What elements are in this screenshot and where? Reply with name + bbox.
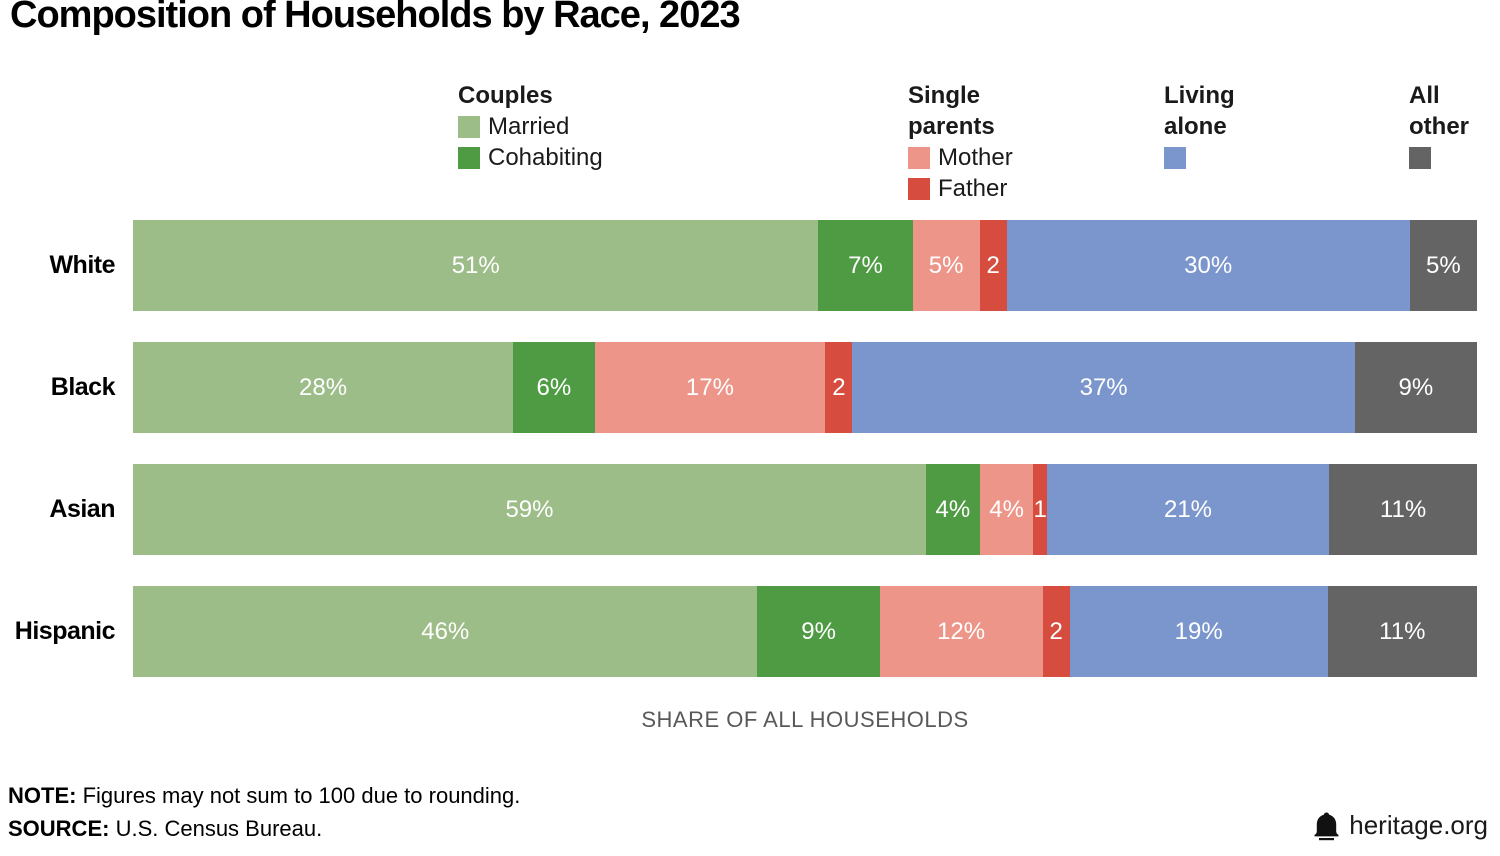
bar-black: 28% 6% 17% 2 37% 9% xyxy=(133,342,1477,433)
segment-married-white: 51% xyxy=(133,220,819,311)
chart-row-hispanic: Hispanic 46% 9% 12% 2 19% 11% xyxy=(0,586,1477,677)
chart-row-white: White 51% 7% 5% 2 30% 5% xyxy=(0,220,1477,311)
segment-living-alone-asian: 21% xyxy=(1046,464,1330,555)
note-text: Figures may not sum to 100 due to roundi… xyxy=(76,783,521,808)
segment-cohabiting-asian: 4% xyxy=(925,464,980,555)
segment-value-label: 46% xyxy=(421,617,470,645)
liberty-bell-icon xyxy=(1314,812,1339,840)
note-line: NOTE: Figures may not sum to 100 due to … xyxy=(8,783,520,809)
segment-living-alone-hispanic: 19% xyxy=(1069,586,1328,677)
segment-value-label: 37% xyxy=(1079,373,1128,401)
bar-hispanic: 46% 9% 12% 2 19% 11% xyxy=(133,586,1477,677)
note-label: NOTE: xyxy=(8,783,77,808)
legend-label: Married xyxy=(488,112,570,140)
legend-group-header: All other xyxy=(1409,82,1469,140)
source-line: SOURCE: U.S. Census Bureau. xyxy=(8,816,322,842)
legend-swatch xyxy=(458,146,480,169)
segment-value-label: 11% xyxy=(1379,617,1426,645)
segment-mother-asian: 4% xyxy=(979,464,1034,555)
legend-group-all-other: All other xyxy=(1409,80,1494,173)
segment-value-label: 4% xyxy=(989,495,1024,523)
legend-item-living-alone xyxy=(1164,142,1259,173)
brand-text: heritage.org xyxy=(1349,810,1488,840)
segment-mother-hispanic: 12% xyxy=(879,586,1043,677)
legend-swatch xyxy=(908,146,930,169)
segment-living-alone-black: 37% xyxy=(852,342,1355,433)
x-axis-label: SHARE OF ALL HOUSEHOLDS xyxy=(641,707,969,732)
segment-value-label: 19% xyxy=(1174,617,1223,645)
legend-group-couples: Couples Married Cohabiting xyxy=(458,80,628,173)
row-label-white: White xyxy=(49,251,115,279)
source-text: U.S. Census Bureau. xyxy=(109,816,323,841)
legend-group-header: Single parents xyxy=(908,82,995,140)
legend-item-married: Married xyxy=(458,111,628,142)
segment-value-label: 51% xyxy=(451,251,500,279)
segment-all-other-white: 5% xyxy=(1409,220,1477,311)
legend-swatch xyxy=(908,177,930,200)
segment-married-black: 28% xyxy=(133,342,514,433)
legend-item-mother: Mother xyxy=(908,142,1018,173)
segment-married-hispanic: 46% xyxy=(133,586,758,677)
segment-father-white: 2 xyxy=(979,220,1007,311)
segment-value-label: 12% xyxy=(937,617,986,645)
segment-value-label: 6% xyxy=(536,373,572,401)
segment-living-alone-white: 30% xyxy=(1006,220,1410,311)
legend-swatch xyxy=(1409,146,1431,169)
segment-value-label: 2 xyxy=(832,373,846,401)
segment-cohabiting-hispanic: 9% xyxy=(757,586,880,677)
segment-value-label: 7% xyxy=(848,251,883,279)
chart-row-asian: Asian 59% 4% 4% 1 21% 11% xyxy=(0,464,1477,555)
row-label-black: Black xyxy=(50,373,116,401)
segment-father-black: 2 xyxy=(825,342,853,433)
chart-row-black: Black 28% 6% 17% 2 37% 9% xyxy=(0,342,1477,433)
row-label-asian: Asian xyxy=(49,495,115,523)
legend-item-father: Father xyxy=(908,173,1018,204)
segment-married-asian: 59% xyxy=(133,464,926,555)
segment-all-other-hispanic: 11% xyxy=(1327,586,1477,677)
segment-value-label: 59% xyxy=(505,495,554,523)
row-label-hispanic: Hispanic xyxy=(14,617,116,645)
legend-group-header: Couples xyxy=(458,82,553,109)
segment-value-label: 4% xyxy=(935,495,971,523)
segment-value-label: 1 xyxy=(1033,495,1047,523)
segment-value-label: 28% xyxy=(299,373,348,401)
segment-value-label: 9% xyxy=(801,617,836,645)
segment-value-label: 5% xyxy=(928,251,964,279)
segment-value-label: 5% xyxy=(1426,251,1461,279)
segment-cohabiting-black: 6% xyxy=(513,342,595,433)
chart-legend: Couples Married Cohabiting Single parents Mo… xyxy=(0,80,1500,210)
segment-value-label: 2 xyxy=(986,251,1000,279)
segment-value-label: 11% xyxy=(1379,495,1427,523)
segment-all-other-asian: 11% xyxy=(1329,464,1477,555)
segment-father-asian: 1 xyxy=(1033,464,1047,555)
chart-rows: White 51% 7% 5% 2 30% 5% Black 28% 6% 17% 2 37% 9% Asi… xyxy=(0,220,1477,708)
legend-item-all-other xyxy=(1409,142,1494,173)
segment-value-label: 2 xyxy=(1049,617,1063,645)
brand: heritage.org xyxy=(1313,810,1488,841)
legend-swatch xyxy=(458,115,480,138)
segment-all-other-black: 9% xyxy=(1354,342,1477,433)
segment-value-label: 21% xyxy=(1163,495,1213,523)
source-label: SOURCE: xyxy=(8,816,110,841)
legend-label: Cohabiting xyxy=(488,143,603,171)
legend-group-single-parents: Single parents Mother Father xyxy=(908,80,1018,204)
bar-asian: 59% 4% 4% 1 21% 11% xyxy=(133,464,1477,555)
legend-swatch xyxy=(1164,146,1186,169)
legend-label: Mother xyxy=(938,143,1013,171)
segment-value-label: 30% xyxy=(1184,251,1233,279)
legend-group-header: Living alone xyxy=(1164,82,1235,140)
legend-item-cohabiting: Cohabiting xyxy=(458,142,628,173)
segment-mother-black: 17% xyxy=(594,342,826,433)
segment-mother-white: 5% xyxy=(912,220,980,311)
legend-group-living-alone: Living alone xyxy=(1164,80,1259,173)
segment-value-label: 17% xyxy=(685,373,734,401)
segment-value-label: 9% xyxy=(1398,373,1434,401)
chart-title: Composition of Households by Race, 2023 xyxy=(10,0,741,36)
bar-white: 51% 7% 5% 2 30% 5% xyxy=(133,220,1477,311)
legend-label: Father xyxy=(938,174,1008,202)
segment-father-hispanic: 2 xyxy=(1042,586,1070,677)
segment-cohabiting-white: 7% xyxy=(818,220,913,311)
